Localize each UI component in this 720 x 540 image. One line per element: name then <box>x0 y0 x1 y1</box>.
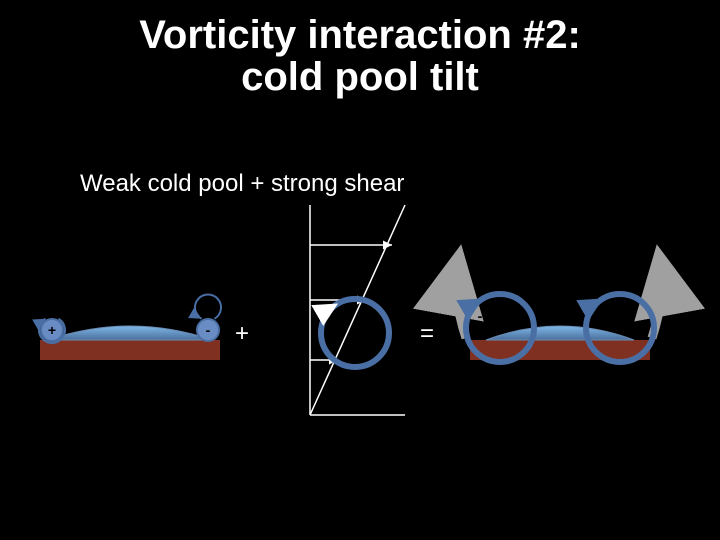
vortex-right-arrow-a <box>195 294 221 318</box>
panel-shear: + <box>270 205 430 435</box>
ground-c <box>470 340 650 360</box>
title-line1: Vorticity interaction #2: <box>139 13 581 57</box>
cold-pool-a <box>48 326 212 340</box>
plus-left-c: + <box>494 316 507 341</box>
plus-right-a: - <box>206 322 211 338</box>
title-line2: cold pool tilt <box>241 55 479 99</box>
cold-pool-c <box>486 326 634 340</box>
plus-small-c: + <box>516 308 524 324</box>
ground-a <box>40 340 220 360</box>
slide-title: Vorticity interaction #2: cold pool tilt <box>0 14 720 98</box>
minus-small-c: - <box>478 308 483 324</box>
plus-shear: + <box>349 321 362 346</box>
plus-left-a: + <box>48 322 56 338</box>
panel-cold-pool: + - <box>40 300 240 400</box>
shear-profile-line <box>310 205 405 415</box>
panel-result: + + - + <box>450 270 690 410</box>
subtitle: Weak cold pool + strong shear <box>80 170 404 198</box>
plus-right-c: + <box>614 316 627 341</box>
